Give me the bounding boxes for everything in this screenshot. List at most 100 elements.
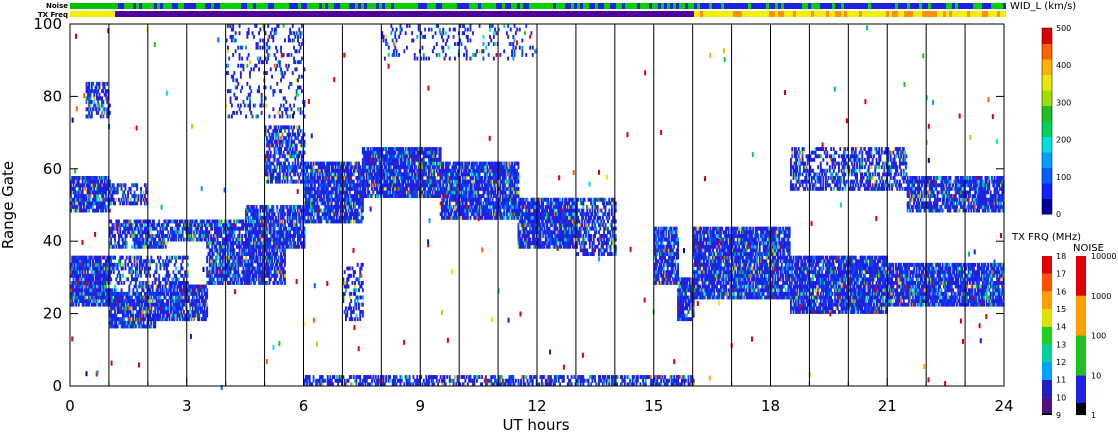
data-cell (175, 255, 177, 260)
data-cell (168, 284, 171, 289)
txfreq-strip-cell (124, 11, 127, 17)
data-cell (254, 223, 257, 227)
data-cell (269, 259, 272, 264)
data-cell (376, 165, 378, 170)
data-cell (307, 161, 310, 166)
noise-strip-cell (679, 3, 682, 9)
data-cell (75, 273, 78, 278)
data-cell (77, 190, 80, 195)
noise-strip-cell (397, 3, 400, 9)
data-cell (194, 288, 197, 293)
data-cell (339, 219, 342, 224)
data-cell (159, 237, 162, 242)
noise-strip-cell (664, 3, 667, 9)
data-cell (86, 190, 89, 195)
txfreq-strip-cell (331, 11, 334, 17)
data-cell (282, 150, 285, 155)
data-cell (140, 190, 142, 195)
data-cell (277, 136, 280, 141)
data-cell (310, 197, 312, 202)
data-cell (332, 197, 334, 202)
noise-strip-cell (802, 3, 805, 9)
data-cell (363, 186, 366, 191)
txfreq-strip-cell (694, 11, 697, 17)
data-cell (315, 208, 318, 213)
data-cell (223, 237, 225, 242)
data-cell (92, 291, 94, 296)
data-cell (116, 266, 119, 271)
data-cell (156, 310, 159, 314)
data-cell (337, 219, 340, 224)
data-cell (136, 277, 139, 282)
data-cell (137, 313, 140, 318)
data-cell (346, 201, 349, 206)
data-cell (237, 273, 240, 278)
data-cell (273, 241, 276, 246)
data-cell (290, 223, 293, 227)
data-cell (238, 252, 241, 256)
data-cell (143, 226, 146, 231)
data-cell (333, 215, 336, 220)
data-cell (215, 223, 218, 227)
data-cell (237, 226, 240, 231)
data-cell (255, 244, 258, 249)
data-cell (106, 205, 109, 209)
data-cell (258, 237, 260, 242)
data-cell (164, 310, 167, 314)
data-cell (195, 302, 198, 307)
data-cell (220, 230, 223, 235)
data-cell (221, 266, 224, 271)
data-cell (204, 310, 207, 314)
data-cell (94, 266, 97, 271)
data-cell (143, 219, 146, 224)
data-cell (225, 226, 228, 231)
data-cell (141, 230, 144, 235)
data-cell (134, 306, 137, 311)
data-cell (242, 223, 245, 227)
data-cell (159, 306, 162, 311)
noise-strip-cell (118, 3, 121, 9)
data-cell (118, 219, 120, 224)
txfreq-strip-cell (586, 11, 589, 17)
data-cell (347, 172, 350, 177)
data-cell (304, 219, 307, 224)
data-cell (83, 281, 85, 285)
data-cell (377, 147, 380, 151)
data-cell (298, 215, 301, 220)
data-cell (255, 255, 258, 260)
data-cell (313, 205, 316, 209)
data-cell (227, 266, 229, 271)
data-cell (260, 252, 263, 256)
data-cell (297, 208, 299, 213)
data-cell (272, 219, 275, 224)
noise-strip-cell (892, 3, 895, 9)
data-cell (77, 277, 80, 282)
data-cell (75, 277, 78, 282)
data-cell (127, 262, 129, 267)
data-cell (229, 241, 232, 246)
data-cell (365, 194, 368, 198)
data-cell (193, 288, 196, 293)
txfreq-strip-cell (460, 11, 463, 17)
data-cell (308, 197, 311, 202)
noise-strip-cell (139, 3, 142, 9)
data-cell (83, 288, 85, 293)
noise-strip-cell (196, 3, 199, 9)
data-cell (316, 205, 319, 209)
data-cell (316, 201, 319, 206)
data-cell (306, 219, 308, 224)
data-cell (373, 168, 376, 173)
data-cell (242, 277, 245, 282)
data-cell (162, 230, 164, 235)
data-cell (163, 226, 166, 231)
data-cell (264, 223, 267, 227)
data-cell (281, 168, 284, 173)
data-cell (310, 165, 312, 170)
data-cell (373, 186, 376, 191)
data-cell (276, 208, 279, 213)
data-cell (162, 313, 164, 318)
txfreq-strip-cell (370, 11, 373, 17)
data-cell (198, 313, 201, 318)
data-cell (275, 125, 277, 130)
data-cell (73, 262, 76, 267)
